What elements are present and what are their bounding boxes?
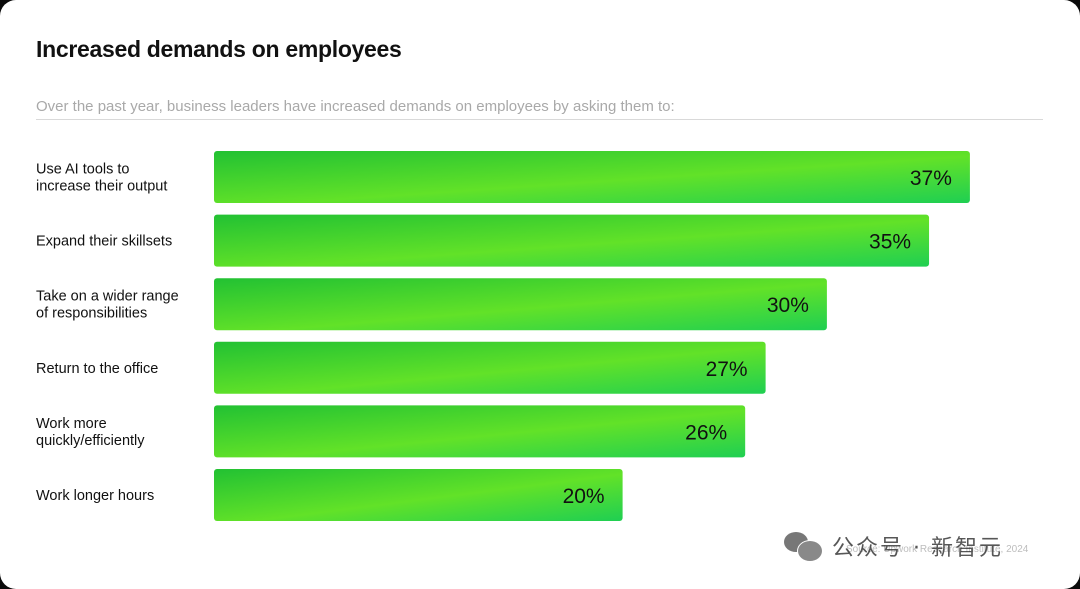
category-label-line: Work more <box>36 416 107 432</box>
category-label-line: of responsibilities <box>36 306 147 322</box>
category-label: Return to the office <box>36 361 158 377</box>
bars-layer: 37% Use AI tools to increase their output 3… <box>36 151 970 521</box>
bar <box>214 278 827 331</box>
bar-value-label: 30% <box>767 294 809 317</box>
category-label: Expand their skillsets <box>36 234 172 250</box>
category-label-line: Work longer hours <box>36 488 154 504</box>
category-label-line: quickly/efficiently <box>36 433 145 449</box>
category-label: Take on a wider range of responsibilities <box>36 289 179 322</box>
category-label: Work more quickly/efficiently <box>36 416 145 449</box>
divider <box>36 119 1043 120</box>
bar <box>214 405 746 458</box>
bar <box>214 469 623 521</box>
category-label-line: increase their output <box>36 179 167 195</box>
bar-value-label: 37% <box>910 167 952 190</box>
category-label: Work longer hours <box>36 488 154 504</box>
chart-subtitle: Over the past year, business leaders hav… <box>36 98 675 115</box>
bar <box>214 341 766 394</box>
category-label-line: Take on a wider range <box>36 289 179 305</box>
bar-value-label: 27% <box>706 358 748 381</box>
bar <box>214 214 930 267</box>
wechat-icon <box>784 530 824 562</box>
source-note: Source: Upwork Research Institute, 2024 <box>846 544 1029 555</box>
watermark-text: 公众号 · 新智元 <box>832 536 1003 561</box>
bar-value-label: 26% <box>685 421 727 444</box>
bar-value-label: 35% <box>869 231 911 254</box>
category-label-line: Use AI tools to <box>36 162 130 178</box>
category-label-line: Return to the office <box>36 361 158 377</box>
category-label: Use AI tools to increase their output <box>36 162 167 195</box>
bar-value-label: 20% <box>563 485 605 508</box>
bar <box>214 151 970 203</box>
chart-title: Increased demands on employees <box>36 36 402 62</box>
category-label-line: Expand their skillsets <box>36 234 172 250</box>
watermark: 公众号 · 新智元 <box>784 526 1003 566</box>
